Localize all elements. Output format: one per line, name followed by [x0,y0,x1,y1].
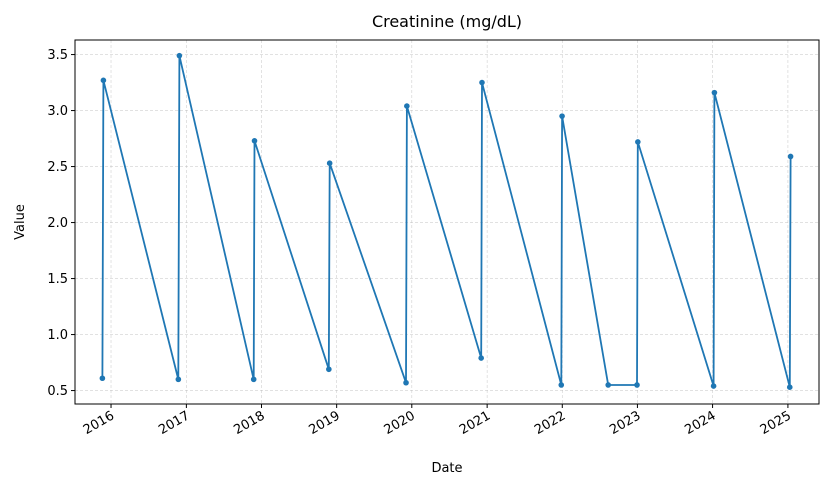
series-layer [99,52,794,391]
x-tick-label: 2024 [682,408,718,438]
y-axis: 0.5 1.0 1.5 2.0 2.5 3.0 3.5 [47,48,75,399]
data-point [786,384,793,391]
x-tick-label: 2019 [306,408,342,438]
data-point [326,366,332,373]
y-tick-label: 2.5 [47,160,68,175]
chart-title: Creatinine (mg/dL) [372,12,522,31]
data-point [710,383,717,389]
x-tick-label: 2020 [382,408,418,438]
data-point [250,376,257,383]
data-point [175,376,182,383]
plot-frame [74,39,820,405]
y-axis-label: Value [13,204,28,240]
data-point [100,77,107,84]
y-tick-label: 3.0 [47,104,68,119]
grid [75,40,819,404]
x-tick-label: 2022 [532,408,568,438]
data-point [711,89,718,96]
x-tick-label: 2021 [457,408,493,438]
data-point [787,153,794,160]
data-point [558,382,565,388]
data-point [251,138,258,144]
data-point [404,103,410,109]
x-tick-label: 2025 [758,408,794,438]
data-point [403,379,409,386]
x-tick-label: 2023 [607,408,643,438]
data-point [634,382,640,388]
data-point [176,52,183,59]
data-point [559,113,565,119]
series-line [101,54,792,389]
x-tick-label: 2017 [156,408,192,438]
data-point [605,382,611,388]
y-tick-label: 0.5 [47,384,68,399]
x-axis: 2016 2017 2018 2019 2020 2021 2022 2023 2024 2025 [81,404,794,438]
data-point [478,355,484,361]
data-point [326,160,333,166]
data-point [635,139,641,145]
y-tick-label: 1.5 [47,272,68,287]
y-tick-label: 1.0 [47,328,68,343]
data-point [479,79,485,86]
x-tick-label: 2018 [231,408,267,438]
y-tick-label: 3.5 [47,48,68,63]
data-point [99,375,106,382]
y-tick-label: 2.0 [47,216,68,231]
x-tick-label: 2016 [81,408,117,438]
x-axis-label: Date [431,461,462,476]
